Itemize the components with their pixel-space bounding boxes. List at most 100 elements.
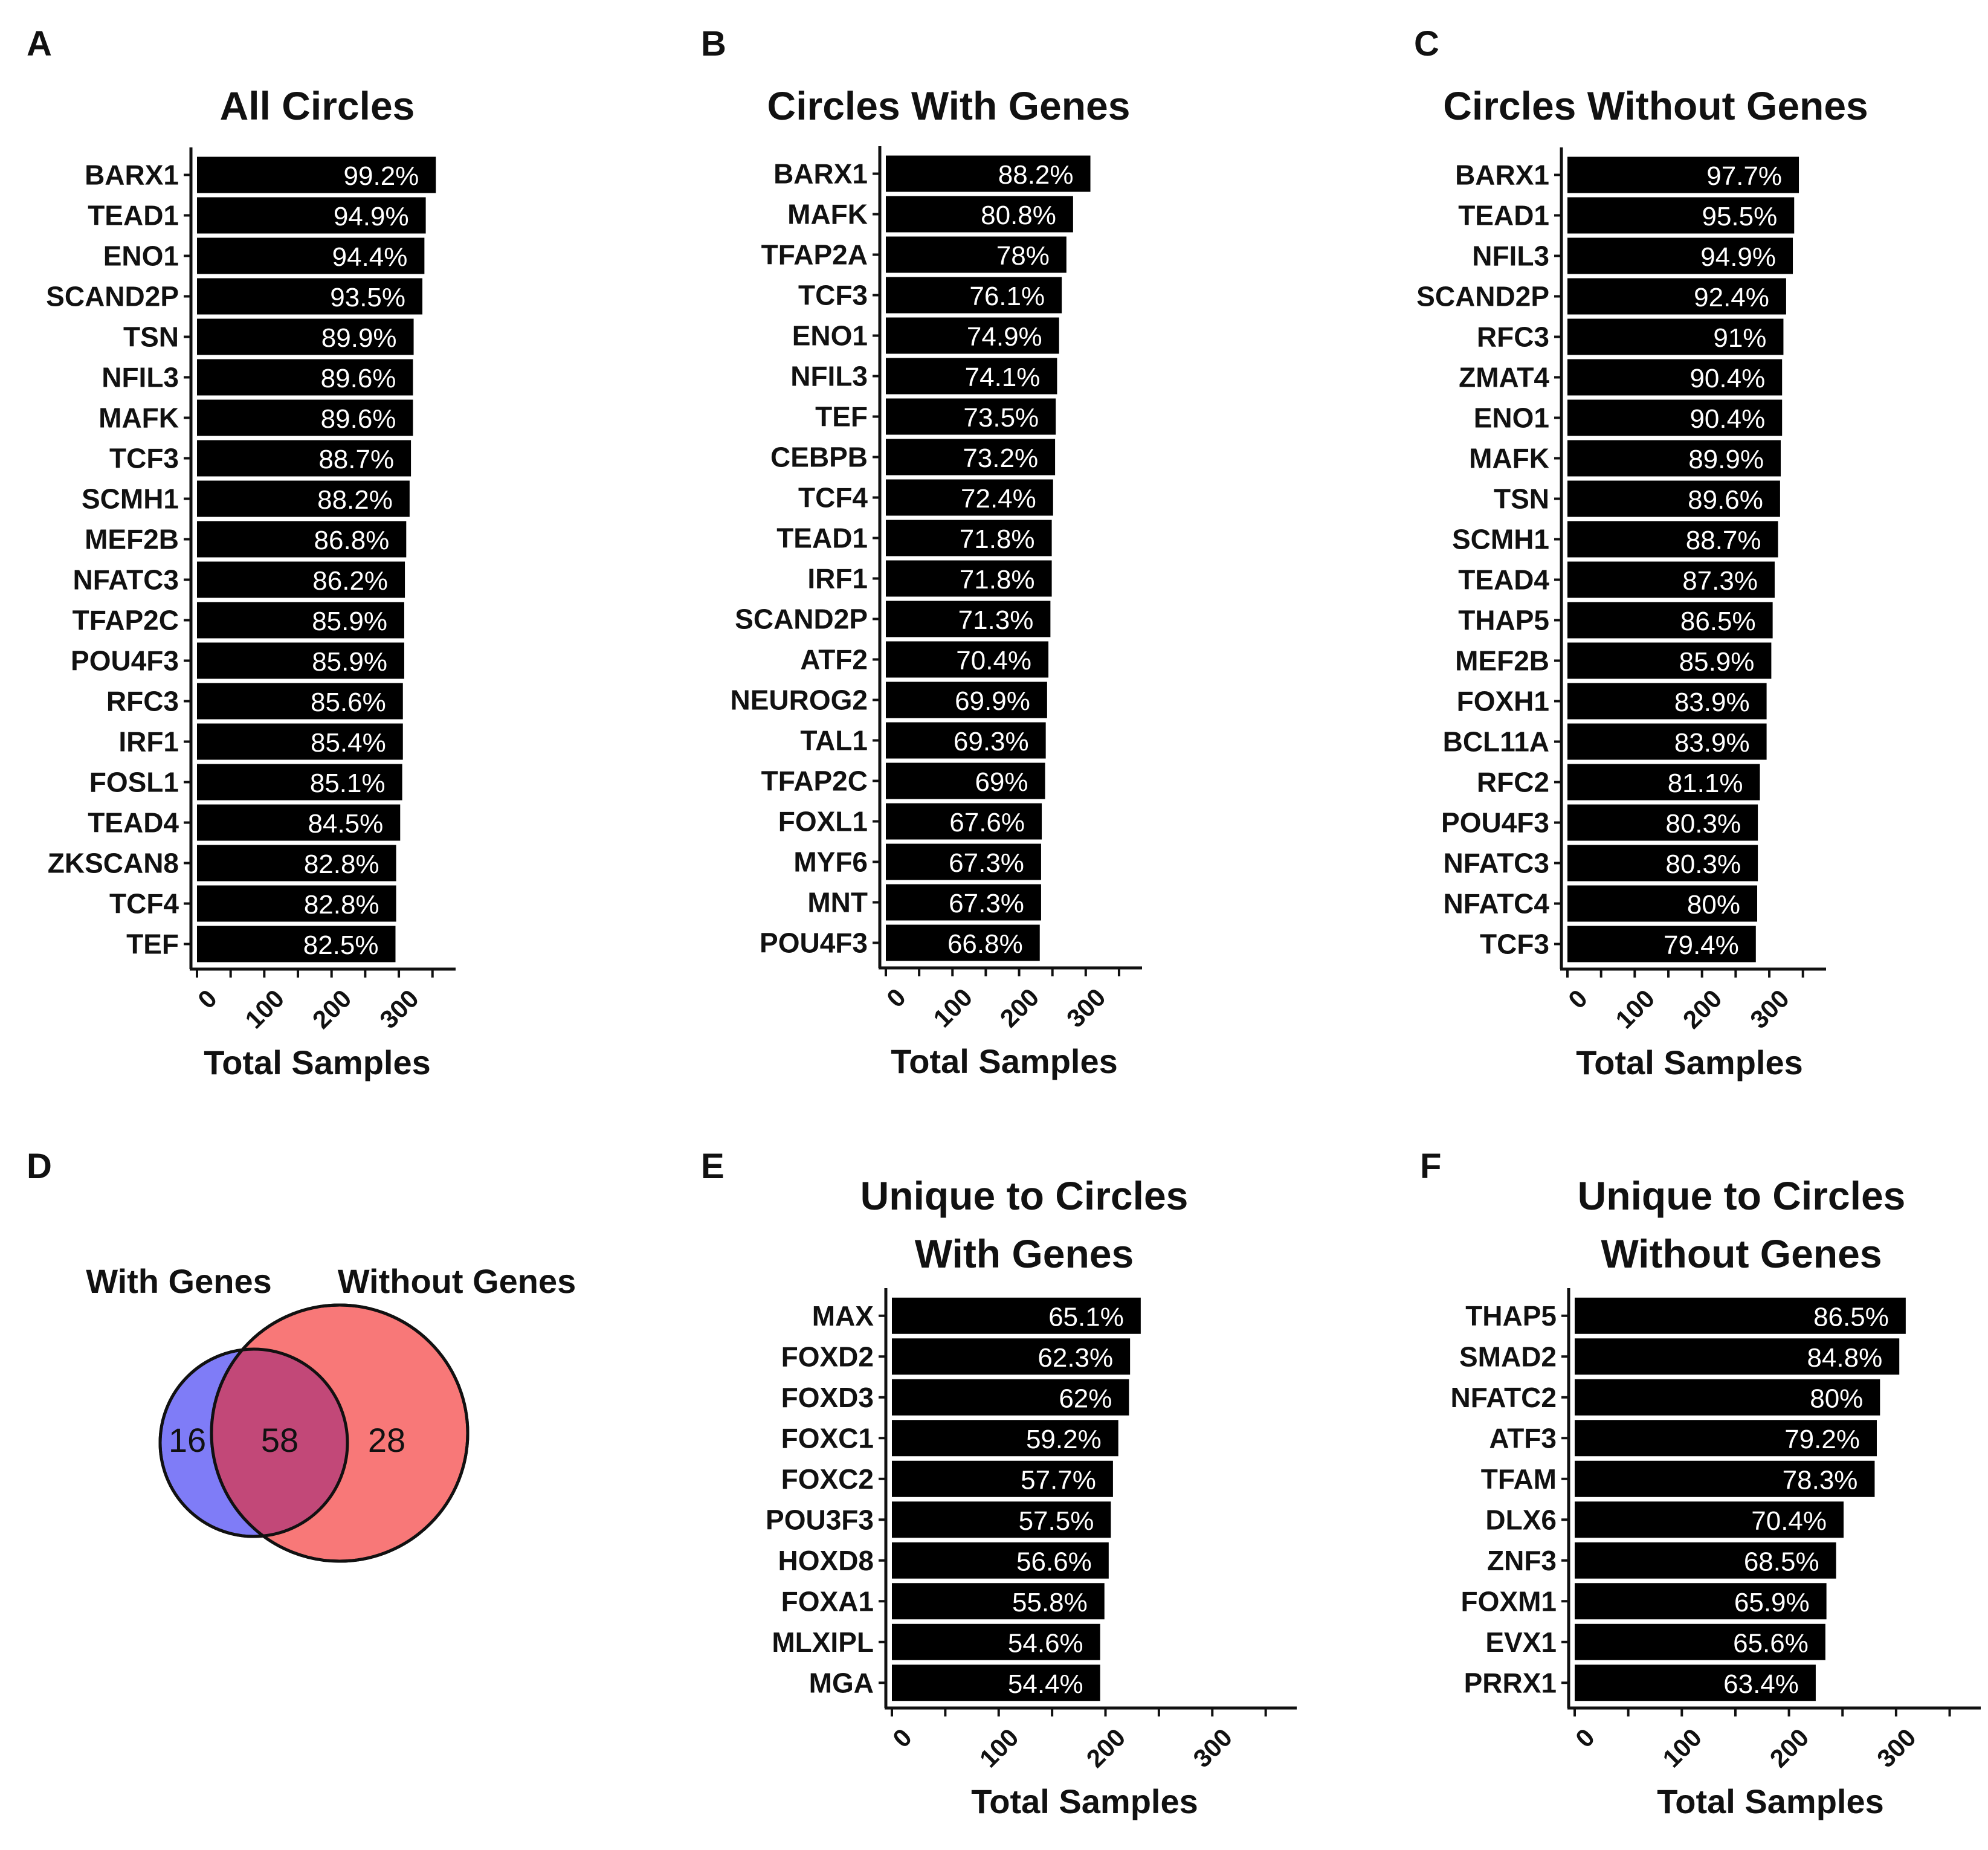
category-label: SCAND2P xyxy=(735,604,868,635)
category-label: TEAD1 xyxy=(776,523,868,554)
bar xyxy=(197,885,396,922)
bar xyxy=(886,601,1051,637)
bar-value-label: 82.5% xyxy=(303,930,379,960)
bar-value-label: 80% xyxy=(1687,890,1740,920)
bar xyxy=(1567,602,1773,639)
category-label: TEAD1 xyxy=(1458,200,1549,231)
chart-title: Circles Without Genes xyxy=(1443,83,1868,128)
category-label: TAL1 xyxy=(800,725,868,756)
bar xyxy=(197,480,410,517)
category-label: SCMH1 xyxy=(1452,524,1549,555)
bar-value-label: 89.6% xyxy=(321,404,396,434)
category-label: FOXL1 xyxy=(778,806,868,837)
bar-value-label: 85.9% xyxy=(312,647,387,677)
chart-circles-without-genes: Circles Without Genes BARX1 97.7% TEAD1 95.5… xyxy=(1416,83,1868,1081)
bar-value-label: 85.6% xyxy=(311,688,386,717)
bar xyxy=(1567,885,1758,922)
x-axis-title: Total Samples xyxy=(1657,1782,1884,1820)
bar-value-label: 84.8% xyxy=(1807,1343,1882,1373)
bar xyxy=(197,683,403,720)
chart-title: Without Genes xyxy=(1601,1231,1882,1276)
bar xyxy=(197,723,403,760)
bar-value-label: 54.4% xyxy=(1008,1669,1083,1699)
bar-value-label: 91% xyxy=(1713,323,1766,353)
bar xyxy=(197,642,404,679)
bar-value-label: 94.9% xyxy=(1700,242,1776,272)
category-label: TCF4 xyxy=(109,888,179,920)
category-label: TSN xyxy=(1494,483,1549,515)
bar xyxy=(1575,1379,1880,1416)
bar-value-label: 80.8% xyxy=(981,201,1056,230)
bar-value-label: 69% xyxy=(975,767,1028,797)
bar xyxy=(886,236,1067,273)
bar xyxy=(1567,683,1767,720)
bar-value-label: 80.3% xyxy=(1665,809,1741,839)
category-label: FOXM1 xyxy=(1461,1585,1557,1617)
bar-value-label: 70.4% xyxy=(956,646,1031,675)
bar xyxy=(1567,197,1795,234)
x-tick-label: 300 xyxy=(374,984,424,1034)
category-label: FOXD2 xyxy=(781,1341,874,1372)
bar xyxy=(886,196,1073,233)
bar-value-label: 93.5% xyxy=(330,283,405,312)
bar-value-label: 99.2% xyxy=(344,161,419,191)
bar-value-label: 62% xyxy=(1059,1384,1112,1413)
bar xyxy=(1567,561,1775,598)
category-label: NFATC3 xyxy=(1444,848,1550,879)
bar xyxy=(197,156,436,193)
bar-value-label: 94.4% xyxy=(332,242,408,272)
category-label: MNT xyxy=(807,887,868,918)
x-tick-label: 300 xyxy=(1187,1723,1238,1773)
category-label: DLX6 xyxy=(1485,1504,1557,1535)
bar xyxy=(1575,1501,1844,1538)
bar xyxy=(1567,642,1772,679)
category-label: ENO1 xyxy=(103,240,179,272)
bar xyxy=(892,1460,1113,1497)
x-tick-label: 200 xyxy=(307,984,357,1034)
bar xyxy=(1575,1338,1900,1375)
chart-circles-with-genes: Circles With Genes BARX1 88.2% MAFK 80.8% TFA… xyxy=(731,83,1142,1080)
category-label: ATF2 xyxy=(800,644,868,675)
chart-unique-with-genes: Unique to Circles With Genes MAX 65.1% FOXD2… xyxy=(766,1173,1297,1820)
bar xyxy=(886,762,1045,799)
bar-value-label: 73.5% xyxy=(963,403,1039,433)
x-tick-label: 0 xyxy=(1570,1723,1600,1753)
bar xyxy=(892,1583,1105,1620)
bar xyxy=(886,155,1091,192)
category-label: BARX1 xyxy=(773,158,868,190)
bar xyxy=(1575,1460,1875,1497)
bar xyxy=(886,924,1040,961)
category-label: NFIL3 xyxy=(1472,240,1549,272)
bar-value-label: 65.1% xyxy=(1048,1302,1124,1332)
bar-value-label: 85.4% xyxy=(311,728,386,758)
category-label: EVX1 xyxy=(1485,1626,1557,1658)
panel-letter-d: D xyxy=(27,1147,52,1186)
bar xyxy=(886,682,1047,718)
bar xyxy=(197,602,404,639)
x-tick-label: 0 xyxy=(1563,984,1593,1014)
category-label: TCF3 xyxy=(798,280,868,311)
bar xyxy=(1575,1420,1877,1457)
category-label: BARX1 xyxy=(85,160,179,191)
bar-value-label: 79.4% xyxy=(1664,930,1739,960)
category-label: MAFK xyxy=(1469,443,1549,474)
bar-value-label: 80.3% xyxy=(1665,849,1741,879)
bar xyxy=(1575,1665,1816,1701)
bar xyxy=(886,398,1056,435)
category-label: PRRX1 xyxy=(1464,1667,1557,1698)
category-label: TFAP2A xyxy=(761,239,868,271)
chart-unique-without-genes: Unique to Circles Without Genes THAP5 86.5%… xyxy=(1451,1173,1981,1820)
bar-value-label: 70.4% xyxy=(1751,1506,1827,1536)
category-label: IRF1 xyxy=(807,563,868,595)
bar xyxy=(1567,804,1758,841)
x-axis-title: Total Samples xyxy=(1576,1043,1803,1081)
category-label: THAP5 xyxy=(1458,605,1549,636)
bar-value-label: 85.9% xyxy=(1679,647,1755,677)
bar-value-label: 83.9% xyxy=(1674,728,1750,758)
category-label: MAFK xyxy=(98,402,179,434)
bar-value-label: 62.3% xyxy=(1038,1343,1113,1373)
category-label: FOXA1 xyxy=(781,1585,874,1617)
category-label: TFAM xyxy=(1481,1463,1557,1495)
bar xyxy=(886,317,1059,354)
bar-value-label: 90.4% xyxy=(1689,364,1765,393)
